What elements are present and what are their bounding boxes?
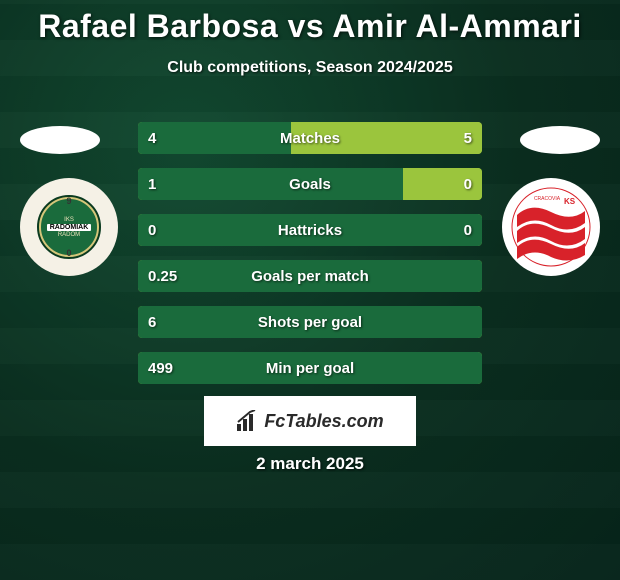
page-title: Rafael Barbosa vs Amir Al-Ammari xyxy=(0,0,620,45)
club-badge-right: KS CRACOVIA xyxy=(502,178,600,276)
radomiak-crest: 9 IKS RADOMIAK RADOM 0 xyxy=(37,195,101,259)
crest-city: RADOM xyxy=(58,232,80,238)
stat-label: Min per goal xyxy=(138,352,482,384)
stat-row: 45Matches xyxy=(138,122,482,154)
stat-row: 0.25Goals per match xyxy=(138,260,482,292)
stat-label: Shots per goal xyxy=(138,306,482,338)
crest-ks-text: KS xyxy=(564,197,576,206)
stat-row: 6Shots per goal xyxy=(138,306,482,338)
stats-bars: 45Matches 10Goals 00Hattricks 0.25Goals per… xyxy=(138,122,482,398)
crest-bottom-number: 0 xyxy=(66,248,71,258)
crest-top-number: 9 xyxy=(66,196,71,206)
stat-row: 00Hattricks xyxy=(138,214,482,246)
stat-label: Goals xyxy=(138,168,482,200)
stat-label: Matches xyxy=(138,122,482,154)
club-badge-left: 9 IKS RADOMIAK RADOM 0 xyxy=(20,178,118,276)
branding-badge: FcTables.com xyxy=(204,396,416,446)
stat-label: Hattricks xyxy=(138,214,482,246)
stat-label: Goals per match xyxy=(138,260,482,292)
fctables-icon xyxy=(236,410,258,432)
player-photo-placeholder-right xyxy=(520,126,600,154)
player-photo-placeholder-left xyxy=(20,126,100,154)
stat-row: 10Goals xyxy=(138,168,482,200)
crest-iks: IKS xyxy=(64,217,74,223)
stat-row: 499Min per goal xyxy=(138,352,482,384)
crest-cracovia-text: CRACOVIA xyxy=(534,196,561,202)
crest-club-name: RADOMIAK xyxy=(47,224,92,231)
subtitle: Club competitions, Season 2024/2025 xyxy=(0,59,620,77)
comparison-date: 2 march 2025 xyxy=(0,454,620,474)
cracovia-crest: KS CRACOVIA xyxy=(511,187,591,267)
branding-text: FcTables.com xyxy=(264,411,383,432)
